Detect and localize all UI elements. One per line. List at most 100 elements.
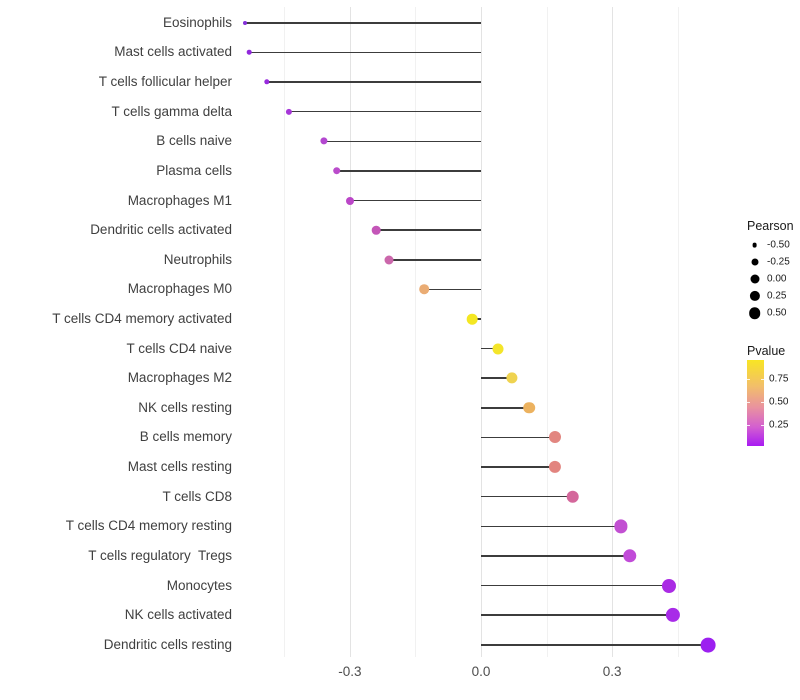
legend-pvalue-tickmark	[747, 425, 750, 426]
lollipop-dot	[566, 490, 580, 504]
gridline-minor	[415, 7, 417, 657]
category-label: NK cells activated	[124, 607, 232, 623]
category-label: Plasma cells	[156, 162, 232, 178]
x-tick-label: 0.3	[602, 664, 622, 679]
legend-size-dot	[748, 307, 761, 319]
lollipop-dot	[247, 50, 252, 55]
legend-pvalue-tick: 0.25	[769, 419, 789, 431]
lollipop-stem	[245, 22, 481, 24]
pvalue-gradient-bar	[747, 360, 764, 446]
legend-pearson-size: Pearson -0.50 -0.25 0.00 0.25 0.50	[747, 219, 794, 319]
lollipop-stem	[481, 347, 499, 350]
lollipop-dot	[320, 137, 328, 145]
legend-pvalue-tick: 0.75	[769, 373, 789, 385]
legend-pvalue-tick: 0.50	[769, 396, 789, 408]
lollipop-dot	[371, 225, 381, 235]
lollipop-dot	[345, 196, 354, 205]
lollipop-stem	[481, 644, 709, 646]
lollipop-stem	[481, 407, 530, 409]
lollipop-stem	[376, 229, 481, 231]
gridline-minor	[677, 7, 679, 657]
legend-size-label: 0.25	[767, 290, 787, 302]
legend-pvalue-tickmark	[747, 402, 750, 403]
legend-pvalue-tickmark	[747, 379, 750, 380]
legend-size-dot	[750, 274, 759, 284]
gridline-minor	[284, 7, 286, 657]
lollipop-dot	[666, 608, 681, 623]
lollipop-stem	[336, 170, 481, 172]
lollipop-stem	[481, 466, 556, 468]
lollipop-stem	[481, 525, 621, 528]
category-label: B cells memory	[139, 429, 232, 445]
legend-size-label: -0.50	[767, 239, 790, 251]
lollipop-dot	[384, 255, 394, 265]
legend-size-label: -0.25	[767, 256, 790, 268]
legend-pvalue: Pvalue 0.75 0.50 0.25	[747, 344, 788, 446]
legend-pvalue-title: Pvalue	[747, 344, 786, 358]
gridline-major	[349, 7, 351, 657]
category-label: T cells regulatory Tregs	[88, 547, 232, 563]
lollipop-stem	[349, 199, 481, 202]
lollipop-dot	[492, 343, 504, 355]
x-tick-label: -0.3	[338, 664, 362, 679]
category-label: B cells naive	[156, 133, 232, 149]
lollipop-dot	[549, 461, 562, 474]
category-label: T cells CD4 memory activated	[52, 311, 232, 326]
category-label: Monocytes	[166, 577, 232, 593]
lollipop-stem	[481, 436, 556, 439]
gridline-minor	[546, 7, 548, 657]
legend-size-label: 0.50	[767, 307, 787, 319]
category-label: T cells CD4 memory resting	[65, 518, 232, 534]
category-label: Mast cells activated	[114, 44, 232, 60]
lollipop-stem	[481, 555, 630, 557]
legend-size-dot	[749, 290, 760, 302]
lollipop-dot	[466, 313, 478, 325]
lollipop-stem	[266, 81, 481, 83]
category-label: Eosinophils	[162, 14, 232, 30]
lollipop-dot	[419, 284, 429, 295]
category-label: Macrophages M1	[127, 192, 232, 208]
gridline-major	[612, 7, 614, 657]
legend-size-dot	[751, 258, 758, 266]
legend-size-label: 0.00	[767, 273, 787, 285]
lollipop-dot	[622, 549, 637, 563]
lollipop-dot	[700, 637, 716, 653]
lollipop-dot	[285, 108, 292, 115]
lollipop-dot	[264, 79, 270, 85]
category-label: Macrophages M0	[127, 281, 232, 297]
legend-pvalue-tickmark	[761, 402, 764, 403]
lollipop-stem	[323, 140, 481, 143]
category-label: T cells CD8	[162, 488, 232, 504]
lollipop-stem	[481, 495, 573, 498]
category-label: T cells gamma delta	[111, 103, 232, 119]
lollipop-stem	[288, 110, 481, 113]
lollipop-dot	[661, 578, 676, 593]
lollipop-dot	[523, 402, 535, 414]
category-label: NK cells resting	[138, 399, 232, 415]
legend-size-dot	[752, 242, 757, 248]
lollipop-stem	[424, 288, 481, 291]
lollipop-stem	[389, 259, 481, 261]
lollipop-dot	[549, 431, 562, 444]
lollipop-stem	[249, 51, 481, 54]
lollipop-dot	[243, 20, 248, 25]
category-label: T cells CD4 naive	[126, 340, 232, 356]
category-label: Macrophages M2	[127, 370, 232, 386]
gridline-major	[481, 7, 482, 657]
lollipop-dot	[614, 519, 628, 533]
category-label: T cells follicular helper	[98, 74, 232, 90]
category-label: Dendritic cells activated	[90, 222, 232, 238]
lollipop-dot	[505, 372, 518, 384]
x-tick-label: 0.0	[471, 664, 491, 679]
lollipop-stem	[481, 614, 674, 616]
category-label: Neutrophils	[163, 251, 232, 267]
category-label: Dendritic cells resting	[103, 636, 232, 652]
lollipop-stem	[481, 584, 669, 587]
lollipop-stem	[481, 377, 512, 379]
legend-pvalue-tickmark	[761, 425, 764, 426]
legend-pearson-title: Pearson	[747, 219, 794, 233]
lollipop-dot	[332, 167, 341, 175]
legend-pvalue-tickmark	[761, 379, 764, 380]
category-label: Mast cells resting	[127, 459, 232, 475]
